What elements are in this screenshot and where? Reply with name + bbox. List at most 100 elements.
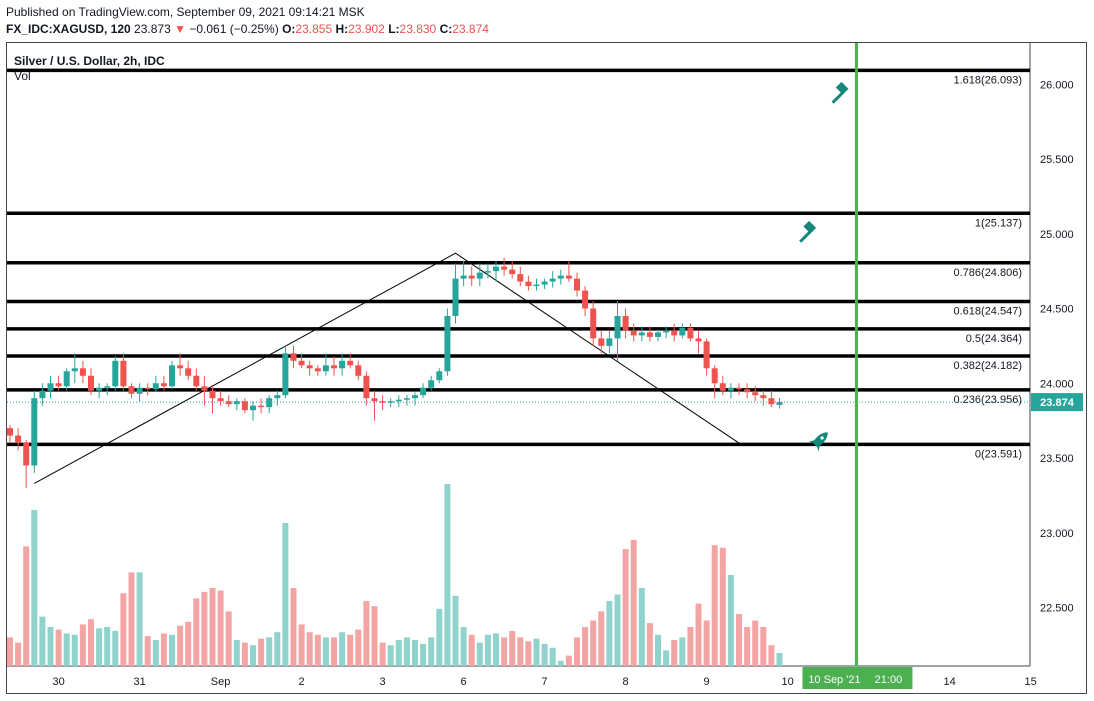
price-tick-label: 23.000 [1040, 528, 1074, 540]
volume-bar [687, 627, 694, 666]
candle-body [47, 383, 54, 391]
last-price: 23.873 [134, 22, 171, 36]
volume-bar [638, 588, 645, 666]
trend-lines [7, 252, 1030, 484]
volume-bar [152, 640, 159, 666]
candle-body [711, 368, 718, 384]
volume-bar [282, 523, 289, 666]
candle-body [55, 383, 62, 387]
candle-body [533, 284, 540, 287]
candle-body [468, 275, 475, 279]
volume-bar [193, 598, 200, 666]
candle-body [387, 401, 394, 403]
rocket-window [820, 436, 824, 440]
candle-body [169, 365, 175, 387]
candle-body [695, 338, 702, 342]
volume-bar [128, 572, 135, 666]
candle-body [128, 386, 135, 394]
trend-line [34, 252, 740, 484]
volume-bar [209, 588, 216, 666]
candle-body [136, 387, 143, 394]
candle-body [63, 371, 70, 387]
volume-bar [541, 643, 548, 666]
volume-bar [768, 645, 775, 666]
volume-bar [646, 623, 653, 666]
time-tick-label: 2 [299, 676, 305, 688]
volume-bar [201, 591, 208, 666]
candle-body [144, 387, 151, 390]
time-tick-label: 31 [133, 676, 145, 688]
markers [799, 43, 858, 666]
time-tick-label: 9 [704, 676, 710, 688]
candle-body [412, 395, 418, 399]
symbol-label[interactable]: FX_IDC:XAGUSD, 120 [6, 22, 131, 36]
volume-bar [776, 653, 783, 666]
volume-bar [760, 627, 767, 666]
candle-body [476, 272, 483, 279]
volume-bar [169, 634, 175, 666]
candle-body [185, 368, 192, 376]
candle-body [663, 330, 670, 333]
volume-bar [15, 642, 22, 666]
candle-body [549, 278, 556, 282]
published-note: Published on TradingView.com, September … [6, 5, 365, 19]
volume-bar [136, 572, 143, 666]
volume-bar [736, 614, 742, 666]
volume-bar [225, 611, 232, 666]
fib-level-label: 0(23.591) [975, 448, 1022, 460]
candle-body [598, 338, 605, 346]
volume-bar [241, 642, 248, 666]
low-label: L: [388, 22, 400, 36]
volume-bar [63, 633, 70, 666]
fib-level-label: 0.5(24.364) [966, 333, 1022, 345]
fib-level-label: 0.382(24.182) [954, 360, 1023, 372]
volume-bar [355, 629, 362, 666]
volume-bar [331, 637, 337, 666]
fib-levels: 1.618(26.093) 1(25.137) 0.786(24.806) 0.618… [7, 68, 1030, 460]
price-tick-label: 22.500 [1040, 603, 1074, 615]
volume-bar [314, 634, 321, 666]
volume-bar [679, 637, 686, 666]
candle-body [177, 365, 184, 369]
candle-body [719, 383, 726, 391]
volume-bar [403, 637, 410, 666]
candle-body [225, 401, 232, 405]
candle-body [557, 275, 564, 279]
candle-body [768, 398, 775, 405]
rocket-body [812, 432, 828, 448]
fib-level-label: 1(25.137) [975, 217, 1022, 229]
chart-frame [6, 42, 1087, 694]
gavel-head [803, 220, 817, 234]
candle-body [282, 353, 289, 396]
volume-bar [371, 606, 378, 666]
candle-body [744, 389, 751, 393]
volume-bar [290, 588, 297, 666]
high-value: 23.902 [348, 22, 385, 36]
candle-body [258, 405, 265, 408]
candle-body [484, 271, 491, 273]
candle-body [460, 275, 467, 279]
time-highlight-date: 10 Sep '21 [808, 674, 860, 686]
volume-bar [7, 637, 13, 666]
change-down-icon: ▼ [174, 22, 186, 36]
open-value: 23.855 [295, 22, 333, 36]
candle-body [752, 392, 759, 396]
volume-bar [727, 575, 734, 666]
candle-body [638, 332, 645, 336]
volume-bar [96, 628, 103, 666]
volume-bar [233, 640, 240, 666]
time-highlight-badge [802, 667, 913, 689]
volume-bar [695, 603, 702, 666]
volume-bar [347, 634, 354, 666]
fib-level-label: 0.618(24.547) [954, 305, 1023, 317]
candle-body [306, 365, 313, 369]
candle-body [290, 353, 297, 361]
volume-bar [31, 510, 38, 666]
gavel-icon [831, 81, 849, 104]
volume-bar [590, 620, 597, 666]
candle-body [88, 375, 94, 391]
volume-bar [614, 594, 621, 666]
time-tick-label: 30 [52, 676, 64, 688]
volume-bar [387, 645, 394, 666]
